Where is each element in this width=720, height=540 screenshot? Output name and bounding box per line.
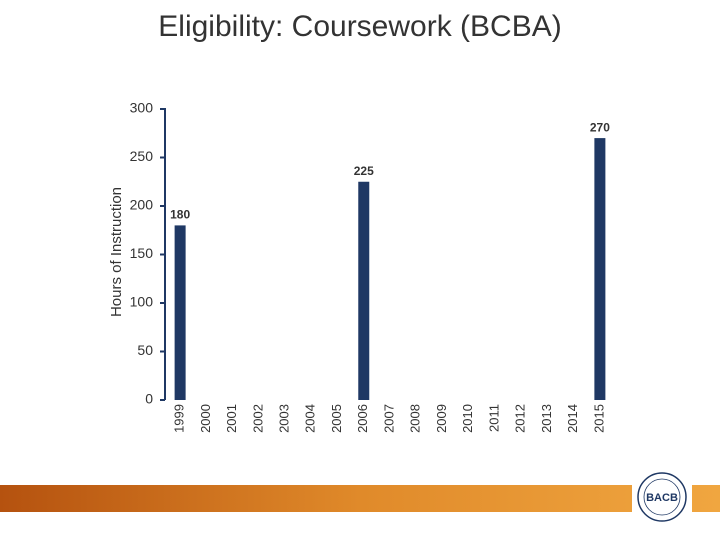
logo-inner [643,478,681,516]
footer-band [0,485,720,512]
y-tick-label: 250 [130,148,154,164]
y-tick-label: 50 [137,342,153,358]
x-tick-label: 1999 [172,404,187,433]
y-tick-label: 0 [145,391,153,407]
x-tick-label: 2005 [329,404,344,433]
x-tick-label: 2009 [434,404,449,433]
x-tick-label: 2013 [539,404,554,433]
x-tick-label: 2010 [460,404,475,433]
bar [358,181,370,400]
value-label: 180 [170,208,190,222]
bar [174,225,186,400]
x-tick-label: 2000 [198,404,213,433]
value-label: 270 [590,120,610,134]
y-tick-label: 200 [130,197,154,213]
logo-circle [637,472,687,522]
x-tick-label: 2012 [513,404,528,433]
x-tick-label: 2015 [591,404,606,433]
x-tick-label: 2003 [276,404,291,433]
y-tick-label: 100 [130,294,154,310]
bar [594,138,606,400]
x-tick-label: 2014 [565,404,580,433]
y-tick-label: 300 [130,100,154,116]
logo-text: BACB [646,492,678,504]
x-tick-label: 2008 [408,404,423,433]
value-label: 225 [354,164,374,178]
x-tick-label: 2007 [381,404,396,433]
x-tick-label: 2001 [224,404,239,433]
x-tick-label: 2006 [355,404,370,433]
x-tick-label: 2004 [303,404,318,433]
x-tick-label: 2011 [486,404,501,432]
x-tick-label: 2002 [250,404,265,433]
y-axis-title: Hours of Instruction [108,187,125,317]
chart-title: Eligibility: Coursework (BCBA) [158,10,561,43]
y-tick-label: 150 [130,245,154,261]
